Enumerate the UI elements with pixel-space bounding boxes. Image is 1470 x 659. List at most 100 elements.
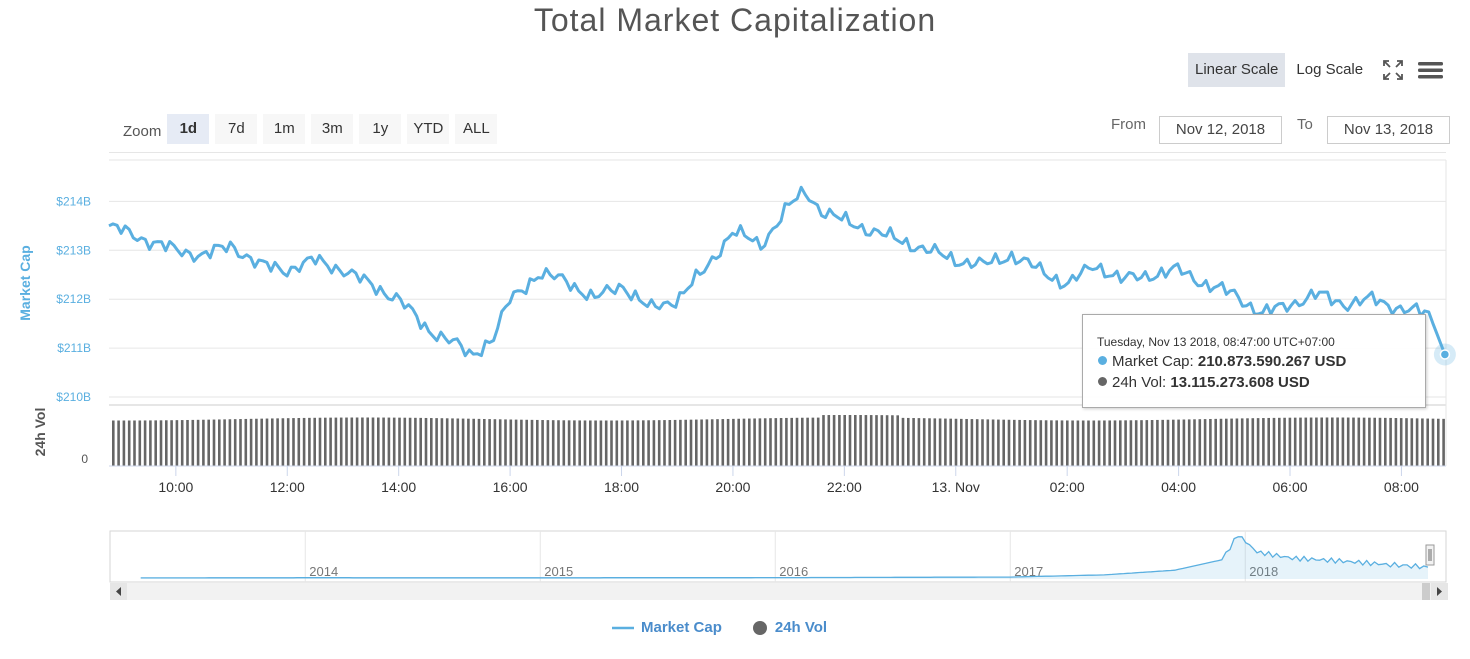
tooltip-vol-label: 24h Vol: [1112, 374, 1167, 391]
vol-bar [748, 418, 751, 466]
vol-bar [1378, 417, 1382, 466]
vol-bar [965, 418, 968, 466]
vol-bar [933, 418, 937, 466]
vol-bar [170, 420, 173, 466]
vol-bar [1299, 417, 1302, 466]
vol-bar [986, 419, 990, 466]
vol-bar [398, 417, 401, 466]
circle-legend-icon [752, 620, 767, 635]
vol-bar [451, 418, 454, 466]
vol-bar [1384, 417, 1387, 466]
tooltip-market-cap-label: Market Cap: [1112, 353, 1194, 370]
vol-bar [1039, 420, 1043, 466]
y-tick-label: $214B [56, 194, 91, 208]
vol-bar [536, 419, 539, 466]
x-tick-label: 22:00 [827, 479, 862, 495]
vol-bar [1394, 418, 1398, 466]
x-axis: 10:00 12:00 14:00 16:00 18:00 20:00 22:00 13. N… [109, 465, 1446, 495]
vol-bar [122, 420, 126, 466]
vol-bar [769, 418, 772, 466]
vol-bar [1357, 417, 1361, 466]
zoom-1d-button[interactable]: 1d [167, 114, 210, 144]
vol-bar [695, 419, 698, 466]
vol-bar [1251, 418, 1255, 466]
vol-bar [1103, 420, 1106, 466]
navigator-tick-label: 2016 [779, 564, 808, 579]
zoom-7d-button[interactable]: 7d [215, 114, 258, 144]
vol-bar [1368, 417, 1371, 466]
legend-market-cap[interactable]: Market Cap [612, 619, 722, 636]
vol-bar [647, 420, 650, 466]
vol-bar [488, 419, 491, 466]
vol-bar [1230, 418, 1233, 466]
navigator[interactable]: 2014 2015 2016 2017 2018 [109, 530, 1448, 600]
vol-bar [816, 417, 820, 466]
vol-bar [970, 419, 974, 466]
vol-bar [1405, 418, 1408, 466]
vol-bar [133, 420, 136, 466]
vol-bar [1113, 420, 1117, 466]
vol-dot-icon [1098, 377, 1107, 386]
zoom-1m-button[interactable]: 1m [263, 114, 306, 144]
vol-bar [1081, 420, 1085, 466]
x-tick-label: 18:00 [604, 479, 639, 495]
y-axis: $210B $211B $212B $213B $214B 0 [56, 194, 91, 466]
y-tick-label: $213B [56, 243, 91, 257]
vol-bar [318, 417, 322, 466]
vol-bar [233, 419, 237, 466]
zoom-3m-button[interactable]: 3m [311, 114, 354, 144]
vol-bar [1134, 420, 1138, 466]
vol-bar [668, 420, 672, 466]
vol-bar [424, 417, 428, 466]
legend-vol[interactable]: 24h Vol [752, 619, 827, 636]
to-date-input[interactable]: Nov 13, 2018 [1327, 116, 1450, 144]
vol-bar [1007, 419, 1011, 466]
zoom-all-button[interactable]: ALL [455, 114, 498, 144]
grid-lines [109, 152, 1447, 466]
vol-bar [1315, 417, 1318, 466]
x-tick-label: 02:00 [1050, 479, 1085, 495]
vol-bar [541, 420, 544, 466]
vol-bar [1283, 417, 1286, 466]
vol-bar [339, 417, 343, 466]
vol-bar [546, 420, 550, 466]
vol-bar [345, 417, 348, 466]
navigator-tick-label: 2017 [1014, 564, 1043, 579]
to-label: To [1297, 116, 1313, 133]
linear-scale-button[interactable]: Linear Scale [1188, 53, 1286, 87]
vol-bar [196, 419, 200, 466]
vol-bar [838, 415, 841, 466]
zoom-ytd-button[interactable]: YTD [407, 114, 450, 144]
vol-bar [1108, 420, 1111, 466]
x-tick-label: 08:00 [1384, 479, 1419, 495]
vol-bar [1028, 420, 1032, 466]
log-scale-button[interactable]: Log Scale [1296, 61, 1364, 78]
vol-bar [1071, 420, 1074, 466]
vol-bar [371, 417, 375, 466]
vol-bar [456, 418, 460, 466]
vol-bar [779, 418, 783, 466]
zoom-bar: Zoom 1d 7d 1m 3m 1y YTD ALL [123, 114, 503, 144]
y-tick-label: $211B [57, 341, 91, 355]
tooltip: Tuesday, Nov 13 2018, 08:47:00 UTC+07:00… [1082, 314, 1426, 408]
x-tick-label: 16:00 [493, 479, 528, 495]
vol-bar [1304, 417, 1308, 466]
vol-bar [1410, 418, 1414, 466]
vol-bar [1023, 420, 1027, 466]
x-tick-label: 10:00 [158, 479, 193, 495]
menu-icon[interactable] [1418, 59, 1444, 81]
navigator-line [140, 536, 1429, 579]
legend-market-cap-label: Market Cap [641, 619, 722, 636]
fullscreen-icon[interactable] [1382, 59, 1404, 81]
from-date-input[interactable]: Nov 12, 2018 [1159, 116, 1282, 144]
vol-bar [509, 419, 513, 466]
vol-bar [207, 419, 210, 466]
vol-bar [636, 420, 640, 466]
vol-bar [689, 419, 693, 466]
zoom-1y-button[interactable]: 1y [359, 114, 402, 144]
vol-bar [308, 417, 311, 466]
vol-bar [180, 420, 184, 466]
vol-bar [1288, 417, 1292, 466]
vol-bar [1172, 419, 1175, 466]
